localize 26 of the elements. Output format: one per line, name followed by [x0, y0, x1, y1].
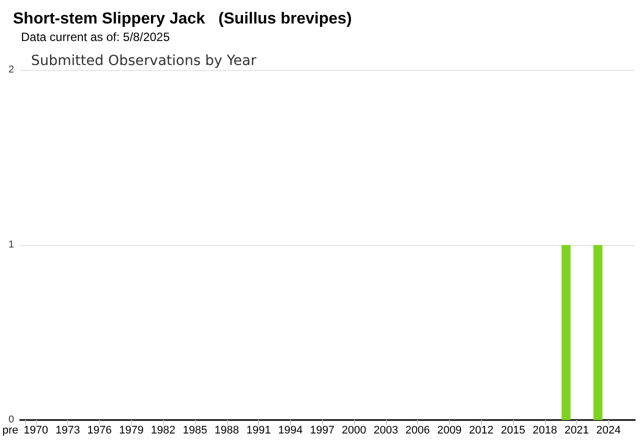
x-tick-label: 2018 — [532, 424, 558, 436]
x-tick-label: 2006 — [405, 424, 430, 436]
x-tick-label: 2000 — [342, 424, 366, 436]
y-tick-label: 1 — [8, 240, 14, 250]
x-tick-label: 1973 — [55, 424, 80, 436]
x-tick-label: 2003 — [374, 424, 398, 436]
x-tick-label: 1988 — [214, 424, 240, 436]
chart-title: Short-stem Slippery Jack (Suillus brevipes) — [13, 10, 352, 28]
y-tick-label: 2 — [8, 64, 14, 76]
x-tick-label: 1991 — [246, 424, 271, 436]
x-tick-label: 1985 — [182, 424, 208, 436]
x-tick-label: 1979 — [119, 424, 144, 436]
x-tick-label: pre — [2, 424, 18, 436]
x-tick-label: 1982 — [150, 424, 176, 436]
x-tick-label: 1994 — [278, 424, 303, 436]
x-tick-label: 2012 — [469, 424, 494, 436]
x-tick-label: 2009 — [437, 424, 462, 436]
x-tick-label: 1970 — [24, 424, 48, 436]
x-tick-label: 2021 — [564, 424, 589, 436]
x-tick-label: 1997 — [310, 424, 334, 436]
x-tick-label: 1976 — [87, 424, 112, 436]
text: Submitted Observations by Year — [31, 53, 257, 69]
y-tick-label: 0 — [8, 414, 14, 426]
chart-subtitle: Data current as of: 5/8/2025 — [21, 30, 170, 44]
x-tick-label: 2024 — [596, 424, 621, 436]
x-tick-label: 2015 — [500, 424, 526, 436]
